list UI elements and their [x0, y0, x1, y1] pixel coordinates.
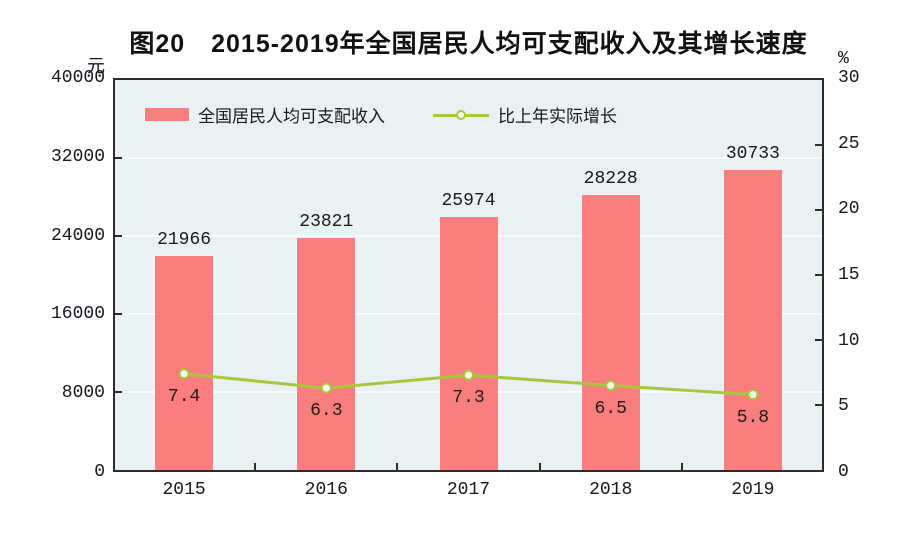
- x-axis-label-2017: 2017: [446, 480, 491, 500]
- left-axis-tick-label: 24000: [50, 225, 105, 246]
- right-axis-tick-label: 0: [838, 462, 849, 482]
- line-marker-2015: [178, 368, 190, 380]
- line-series-symbol: [433, 109, 489, 120]
- legend-item-line: 比上年实际增长: [433, 102, 617, 127]
- x-axis-label-2015: 2015: [162, 480, 206, 500]
- growth-value-2015: 7.4: [167, 386, 201, 407]
- line-marker-2018: [605, 380, 617, 391]
- bar-value-2016: 23821: [299, 211, 354, 232]
- growth-value-2019: 5.8: [736, 407, 770, 428]
- right-axis-tick: [815, 209, 822, 211]
- right-axis-tick: [815, 404, 822, 406]
- bar-value-2019: 30733: [725, 144, 780, 165]
- left-axis-tick: [115, 391, 122, 393]
- right-axis-tick-label: 15: [838, 265, 860, 285]
- bar-value-2017: 25974: [441, 190, 496, 211]
- x-axis-label-2018: 2018: [589, 480, 633, 500]
- bar-value-2015: 21966: [157, 229, 212, 250]
- right-axis-tick: [815, 144, 822, 146]
- right-axis-tick: [815, 339, 822, 341]
- left-axis-tick-label: 16000: [50, 304, 105, 325]
- growth-value-2016: 6.3: [310, 401, 343, 422]
- right-axis-tick-label: 5: [838, 396, 849, 417]
- bottom-axis-tick: [396, 463, 399, 470]
- right-axis-tick-label: 30: [838, 68, 860, 88]
- chart-title: 图20 2015-2019年全国居民人均可支配收入及其增长速度: [129, 30, 808, 58]
- right-axis-tick-label: 25: [838, 133, 860, 154]
- bar-2018: [581, 194, 640, 470]
- bar-2016: [297, 237, 356, 470]
- bar-series-swatch: [145, 108, 189, 121]
- gridline: [115, 157, 822, 159]
- plot-area: 全国居民人均可支配收入 比上年实际增长 21966 23821 25974 28228…: [113, 78, 824, 472]
- line-marker-2019: [747, 389, 759, 401]
- left-axis-unit: 元: [87, 58, 105, 78]
- right-axis-unit: %: [838, 49, 849, 69]
- left-axis-tick: [115, 313, 122, 315]
- left-axis-tick-label: 32000: [50, 146, 105, 167]
- x-axis-label-2019: 2019: [731, 480, 775, 500]
- bottom-axis-tick: [680, 463, 683, 470]
- left-axis-tick-label: 0: [94, 462, 105, 482]
- bar-2015: [155, 255, 214, 470]
- bar-2019: [723, 170, 782, 470]
- left-axis-tick-label: 8000: [61, 383, 105, 404]
- bottom-axis-tick: [254, 463, 257, 470]
- chart-legend: 全国居民人均可支配收入 比上年实际增长: [145, 102, 617, 127]
- legend-item-bar: 全国居民人均可支配收入: [145, 102, 385, 127]
- line-marker-2017: [463, 369, 474, 381]
- x-axis-label-2016: 2016: [304, 480, 348, 500]
- left-axis-tick: [115, 235, 122, 237]
- right-axis-tick-label: 20: [838, 199, 860, 220]
- growth-value-2018: 6.5: [594, 398, 627, 419]
- right-axis-tick-label: 10: [838, 330, 860, 351]
- bar-2017: [439, 216, 498, 470]
- line-marker-2016: [320, 382, 332, 394]
- line-symbol-marker-icon: [456, 109, 466, 120]
- growth-value-2017: 7.3: [452, 388, 485, 409]
- bottom-axis-tick: [538, 463, 541, 470]
- growth-line-chart: [178, 368, 759, 401]
- bar-value-2018: 28228: [583, 168, 638, 189]
- right-axis-tick: [815, 274, 822, 276]
- line-series-label: 比上年实际增长: [498, 107, 617, 126]
- left-axis-tick: [115, 157, 122, 159]
- left-axis-tick-label: 40000: [50, 68, 105, 88]
- bar-series-label: 全国居民人均可支配收入: [198, 107, 385, 126]
